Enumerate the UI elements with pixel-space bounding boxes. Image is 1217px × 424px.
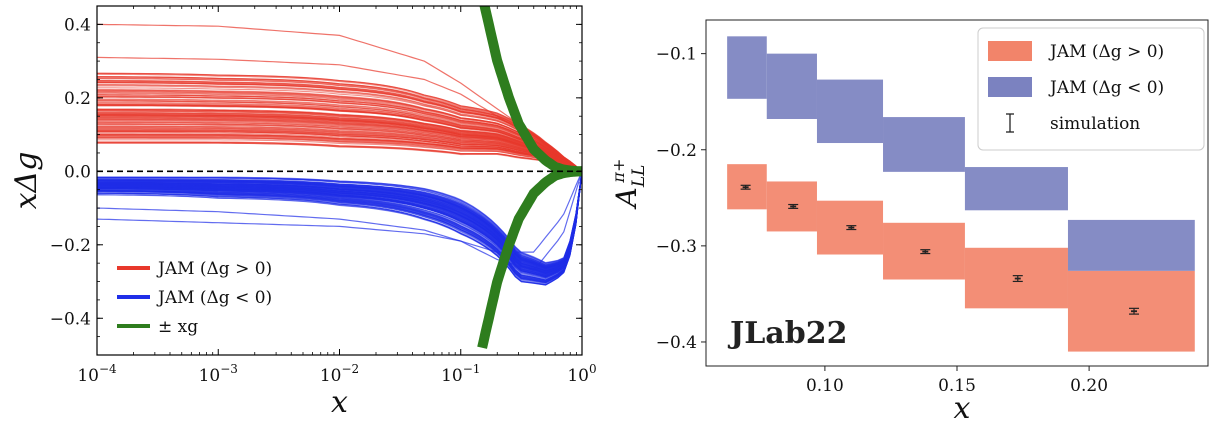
x-tick-base: 10 <box>199 366 221 386</box>
series-0-curve <box>97 121 582 172</box>
x-tick-base: 10 <box>567 366 589 386</box>
uncertainty-box <box>766 53 817 119</box>
series-0-curve <box>97 114 582 172</box>
right-legend: JAM (Δg > 0) JAM (Δg < 0) simulation <box>977 27 1205 151</box>
series-0-curve <box>97 134 582 172</box>
legend-swatch <box>988 41 1032 61</box>
x-tick-label: 100 <box>567 362 596 386</box>
x-tick-base: 10 <box>441 366 463 386</box>
uncertainty-box <box>816 79 884 144</box>
uncertainty-box <box>964 167 1068 211</box>
x-tick-exponent: −4 <box>99 362 117 376</box>
right-x-axis-title: x <box>954 391 971 424</box>
series-0-curves <box>97 23 582 172</box>
x-tick-label: 0.10 <box>806 376 844 396</box>
series-0-curve <box>97 128 582 172</box>
uncertainty-box <box>883 117 965 172</box>
series-0-curve <box>97 89 582 172</box>
minus-xg-curve <box>477 166 582 349</box>
series-0-curve <box>97 141 582 172</box>
y-tick-label: −0.2 <box>656 141 697 161</box>
series-0-curve <box>97 115 582 172</box>
x-tick-exponent: −2 <box>341 362 359 376</box>
uncertainty-box <box>727 36 767 99</box>
series-0-curve <box>97 94 582 172</box>
series-0-curve <box>97 81 582 172</box>
series-0-curve <box>97 84 582 172</box>
series-0-curve <box>97 100 582 172</box>
series-0-curve <box>97 73 582 172</box>
y-tick-label: −0.3 <box>656 237 697 257</box>
series-0-curve <box>97 96 582 172</box>
series-0-curve <box>97 99 582 172</box>
left-y-axis-title: xΔg <box>9 152 44 210</box>
right-y-axis-title: ALLπ+ <box>609 159 649 211</box>
series-0-curve <box>97 123 582 172</box>
legend-label: ± xg <box>158 317 198 337</box>
series-1-curve <box>97 171 582 268</box>
series-0-curve <box>97 137 582 172</box>
legend-label: JAM (Δg > 0) <box>1048 42 1164 62</box>
legend-label: JAM (Δg < 0) <box>1048 78 1164 98</box>
x-tick-exponent: −3 <box>220 362 238 376</box>
left-plot: −0.4−0.20.00.20.410−4 10−3 10−2 10−1 100xxΔg… <box>9 5 597 420</box>
y-title-superscript: π+ <box>609 159 628 184</box>
series-0-curve <box>97 101 582 172</box>
series-1-boxes <box>727 36 1195 271</box>
x-tick-exponent: −1 <box>463 362 481 376</box>
series-0-curve <box>97 119 582 172</box>
legend-label: JAM (Δg > 0) <box>156 259 272 279</box>
legend-swatch <box>988 77 1032 97</box>
legend-label: JAM (Δg < 0) <box>156 288 272 308</box>
right-plot: −0.1 −0.2 −0.3 −0.4 0.10 0.15 0.20 x ALLπ+ JLab22… <box>609 19 1209 424</box>
x-tick-label: 10−2 <box>320 362 359 386</box>
series-0-curve <box>97 118 582 172</box>
y-tick-label: 0.0 <box>64 162 91 182</box>
y-tick-label: −0.1 <box>656 45 697 65</box>
series-0-curve <box>97 104 582 172</box>
legend-frame <box>977 27 1205 151</box>
simulation-points <box>740 184 1140 315</box>
x-tick-label: 0.15 <box>938 376 976 396</box>
series-0-curve <box>97 85 582 172</box>
x-tick-exponent: 0 <box>589 362 597 376</box>
series-0-curve <box>97 109 582 172</box>
x-tick-base: 10 <box>77 366 99 386</box>
y-tick-label: −0.4 <box>656 333 697 353</box>
y-tick-label: −0.4 <box>50 309 91 329</box>
series-0-curve <box>97 92 582 172</box>
y-title-subscript: LL <box>629 165 649 189</box>
legend-label: simulation <box>1050 114 1140 134</box>
y-tick-label: 0.4 <box>64 15 91 35</box>
series-0-curve <box>97 72 582 172</box>
series-1-curve <box>97 171 582 277</box>
left-plot-area <box>97 6 582 349</box>
x-tick-base: 10 <box>320 366 342 386</box>
series-0-curve <box>97 131 582 172</box>
x-tick-label: 10−3 <box>199 362 238 386</box>
panel-annotation: JLab22 <box>727 316 847 351</box>
y-tick-label: 0.2 <box>64 89 91 109</box>
left-x-axis-title: x <box>331 385 348 420</box>
x-tick-label: 10−4 <box>77 362 117 386</box>
series-1-curve <box>97 171 582 264</box>
y-title-base: A <box>610 187 643 210</box>
series-1-outlier-curve <box>97 171 582 253</box>
series-0-outlier-curve <box>97 23 582 172</box>
series-0-curve <box>97 98 582 172</box>
series-0-curve <box>97 139 582 172</box>
uncertainty-box <box>1067 219 1195 271</box>
series-1-curve <box>97 171 582 274</box>
series-0-curve <box>97 76 582 172</box>
series-1-curve <box>97 171 582 267</box>
series-0-curve <box>97 127 582 172</box>
x-tick-label: 10−1 <box>441 362 480 386</box>
x-tick-label: 0.20 <box>1070 376 1108 396</box>
y-tick-label: −0.2 <box>50 236 91 256</box>
series-0-outlier-curve <box>97 56 582 172</box>
